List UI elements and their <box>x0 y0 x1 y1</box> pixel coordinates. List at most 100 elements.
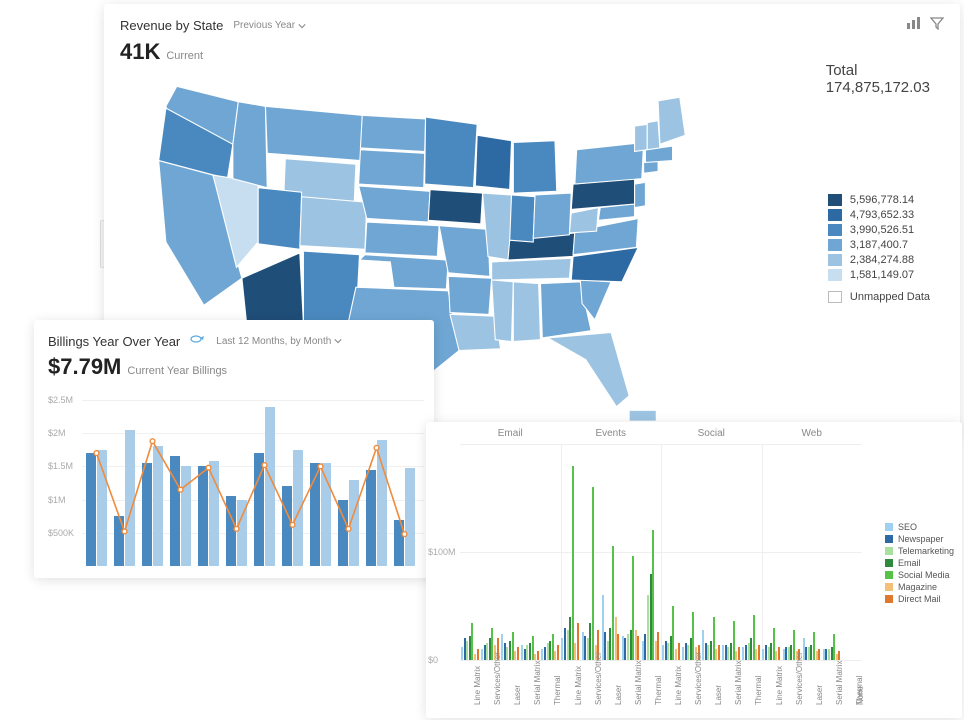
state-MI[interactable] <box>513 141 556 193</box>
bar[interactable] <box>738 647 740 660</box>
state-AR[interactable] <box>448 276 491 314</box>
legend-swatch <box>828 239 842 251</box>
bar-prev <box>209 461 219 566</box>
bar[interactable] <box>577 623 579 660</box>
legend-swatch <box>828 291 842 303</box>
legend-label: 4,793,652.33 <box>850 209 914 221</box>
legend-swatch <box>885 523 893 531</box>
x-tick-label: None <box>856 686 865 705</box>
billings-bar-chart[interactable]: $2.5M$2M$1.5M$1M$500K <box>48 400 424 566</box>
bar-current <box>366 470 376 566</box>
legend-label: 3,187,400.7 <box>850 239 908 251</box>
legend-swatch <box>828 209 842 221</box>
state-ID[interactable] <box>233 102 267 188</box>
state-AL[interactable] <box>513 282 540 342</box>
state-UT[interactable] <box>258 188 301 250</box>
legend-row[interactable]: SEO <box>885 522 954 532</box>
state-IL[interactable] <box>483 193 512 260</box>
info-icon[interactable] <box>190 332 206 350</box>
bar[interactable] <box>557 645 559 660</box>
state-ME[interactable] <box>658 97 685 144</box>
state-ND[interactable] <box>360 115 425 151</box>
state-NJ[interactable] <box>635 182 646 207</box>
x-tick-label: Services/Other <box>795 652 804 705</box>
bar-group[interactable] <box>254 407 275 566</box>
legend-row[interactable]: Email <box>885 558 954 568</box>
state-AZ[interactable] <box>242 253 304 331</box>
billings-period-dropdown[interactable]: Last 12 Months, by Month <box>216 336 342 347</box>
state-NH[interactable] <box>647 121 660 150</box>
state-KS[interactable] <box>365 222 439 256</box>
state-MT[interactable] <box>265 106 362 160</box>
state-IA[interactable] <box>428 190 482 224</box>
state-MN[interactable] <box>425 117 477 188</box>
y-tick-label: $1.5M <box>48 461 73 471</box>
state-PR[interactable] <box>629 410 656 421</box>
legend-swatch <box>885 571 893 579</box>
bar[interactable] <box>477 649 479 660</box>
bar-group[interactable] <box>170 456 191 566</box>
legend-label: Newspaper <box>898 534 944 544</box>
state-TN[interactable] <box>492 258 572 280</box>
state-LA[interactable] <box>450 314 501 350</box>
legend-row[interactable]: Newspaper <box>885 534 954 544</box>
legend-label: Social Media <box>898 570 950 580</box>
legend-unmapped[interactable]: Unmapped Data <box>828 291 930 303</box>
bar[interactable] <box>718 645 720 660</box>
bar-group[interactable] <box>338 480 359 566</box>
state-VT[interactable] <box>635 124 648 151</box>
map-period-dropdown[interactable]: Previous Year <box>233 20 306 31</box>
bar-current <box>254 453 264 566</box>
bar[interactable] <box>818 649 820 660</box>
state-NE[interactable] <box>359 186 430 222</box>
legend-row: 3,187,400.7 <box>828 239 930 251</box>
bar[interactable] <box>592 487 594 660</box>
filter-icon[interactable] <box>930 16 944 35</box>
bar-group[interactable] <box>198 461 219 566</box>
billings-kpi-value: $7.79M <box>48 354 121 380</box>
state-MS[interactable] <box>492 280 514 342</box>
bar-prev <box>181 466 191 566</box>
bar-group[interactable] <box>366 440 387 566</box>
legend-label: Direct Mail <box>898 594 941 604</box>
bar-prev <box>97 450 107 566</box>
legend-row[interactable]: Magazine <box>885 582 954 592</box>
bar[interactable] <box>657 632 659 660</box>
legend-row[interactable]: Direct Mail <box>885 594 954 604</box>
state-OK[interactable] <box>360 255 449 289</box>
bar-prev <box>125 430 135 566</box>
state-IN[interactable] <box>510 195 535 242</box>
bar-prev <box>321 463 331 566</box>
bar-group[interactable] <box>86 450 107 566</box>
state-WI[interactable] <box>475 135 511 189</box>
bar[interactable] <box>537 651 539 660</box>
state-NY[interactable] <box>575 142 644 184</box>
bar[interactable] <box>637 636 639 660</box>
legend-row[interactable]: Telemarketing <box>885 546 954 556</box>
bar-current <box>226 496 236 566</box>
bar-group[interactable] <box>394 468 415 566</box>
legend-swatch <box>828 224 842 236</box>
bar-group[interactable] <box>226 496 247 566</box>
bar-group[interactable] <box>142 446 163 566</box>
state-FL[interactable] <box>548 332 629 406</box>
state-SD[interactable] <box>359 150 425 188</box>
bar[interactable] <box>572 466 574 660</box>
bar[interactable] <box>778 647 780 660</box>
bar-group[interactable] <box>282 450 303 566</box>
bar[interactable] <box>517 647 519 660</box>
x-tick-label: Thermal <box>754 676 763 705</box>
state-WV[interactable] <box>569 208 598 233</box>
legend-swatch <box>885 559 893 567</box>
state-CO[interactable] <box>300 197 367 249</box>
bar[interactable] <box>758 645 760 660</box>
bar[interactable] <box>617 634 619 660</box>
bar-group[interactable] <box>310 463 331 566</box>
bar[interactable] <box>678 643 680 660</box>
legend-row[interactable]: Social Media <box>885 570 954 580</box>
bar[interactable] <box>838 651 840 660</box>
state-OH[interactable] <box>533 193 571 238</box>
legend-row: 1,581,149.07 <box>828 269 930 281</box>
chart-type-icon[interactable] <box>906 16 920 35</box>
bar-group[interactable] <box>114 430 135 566</box>
